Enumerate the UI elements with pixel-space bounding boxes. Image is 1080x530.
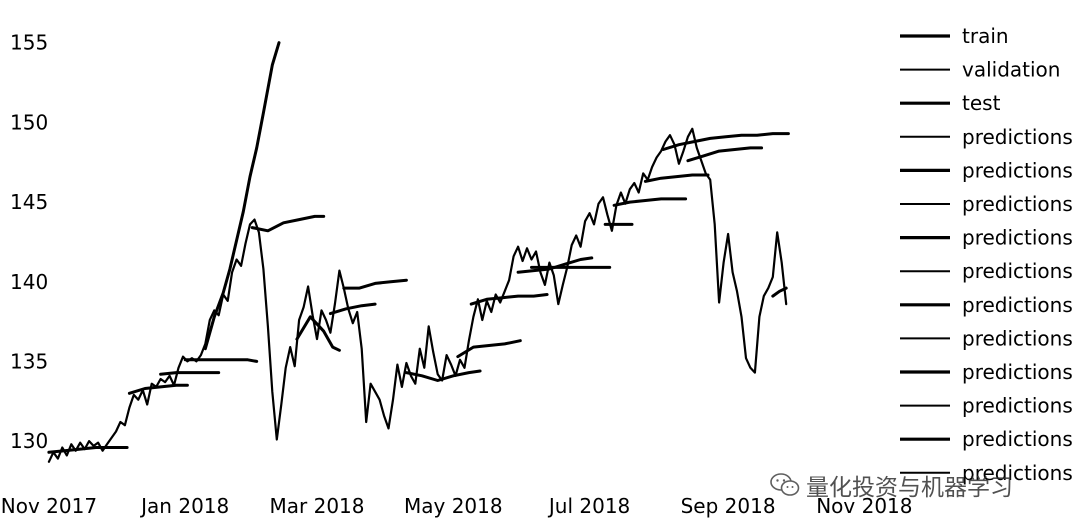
x-tick-label: May 2018 — [404, 494, 503, 518]
x-tick-label: Jul 2018 — [547, 494, 630, 518]
legend-label: train — [962, 24, 1009, 48]
legend-label: predictions — [962, 293, 1073, 317]
y-tick-label: 145 — [10, 190, 48, 214]
series-predictions-line-12 — [469, 293, 549, 306]
series-predictions-line-5 — [203, 41, 281, 351]
legend-label: predictions — [962, 394, 1073, 418]
series-predictions-line-4 — [183, 358, 259, 363]
series-predictions-line-16 — [612, 197, 688, 207]
series-predictions-line-20 — [771, 286, 788, 298]
legend: train validation test predictions prediction… — [900, 24, 1073, 485]
y-tick-label: 140 — [10, 270, 48, 294]
legend-label: predictions — [962, 226, 1073, 250]
x-tick-label: Jan 2018 — [139, 494, 229, 518]
watermark: 量化投资与机器学习 — [770, 468, 1013, 502]
series-predictions-line-3 — [159, 371, 221, 376]
series-predictions-line-6 — [250, 214, 326, 233]
series-predictions-line-17 — [643, 173, 710, 183]
y-tick-label: 150 — [10, 110, 48, 134]
legend-label: predictions — [962, 192, 1073, 216]
series-predictions-line-13 — [516, 256, 594, 274]
series-test-line — [47, 127, 788, 463]
series-predictions-line-9 — [342, 278, 408, 290]
legend-label: test — [962, 91, 1001, 115]
wechat-icon — [770, 473, 800, 496]
legend-label: predictions — [962, 125, 1073, 149]
y-tick-label: 130 — [10, 429, 48, 453]
series-predictions-line-1 — [47, 446, 129, 454]
legend-label: predictions — [962, 326, 1073, 350]
series-predictions-line-7 — [295, 315, 341, 352]
x-tick-label: Nov 2018 — [816, 494, 912, 518]
series-predictions-line-19 — [686, 146, 764, 163]
legend-label: predictions — [962, 427, 1073, 451]
series-predictions-line-8 — [328, 302, 377, 316]
legend-label: predictions — [962, 360, 1073, 384]
legend-label: validation — [962, 58, 1060, 82]
series-layer — [47, 41, 790, 463]
axis-layer: 130 135 140 145 150 155 Nov 2017 Jan 2018 Mar 20… — [1, 31, 913, 518]
x-tick-label: Sep 2018 — [681, 494, 776, 518]
watermark-text: 量化投资与机器学习 — [806, 475, 1013, 501]
series-predictions-line-2 — [127, 383, 189, 395]
series-predictions-line-10 — [404, 369, 482, 382]
series-predictions-line-18 — [661, 132, 790, 151]
y-tick-label: 155 — [10, 31, 48, 55]
legend-label: predictions — [962, 259, 1073, 283]
y-tick-label: 135 — [10, 349, 48, 373]
x-tick-label: Nov 2017 — [1, 494, 97, 518]
series-predictions-line-11 — [456, 339, 522, 359]
legend-label: predictions — [962, 158, 1073, 182]
x-tick-label: Mar 2018 — [270, 494, 365, 518]
legend-label: predictions — [962, 461, 1073, 485]
